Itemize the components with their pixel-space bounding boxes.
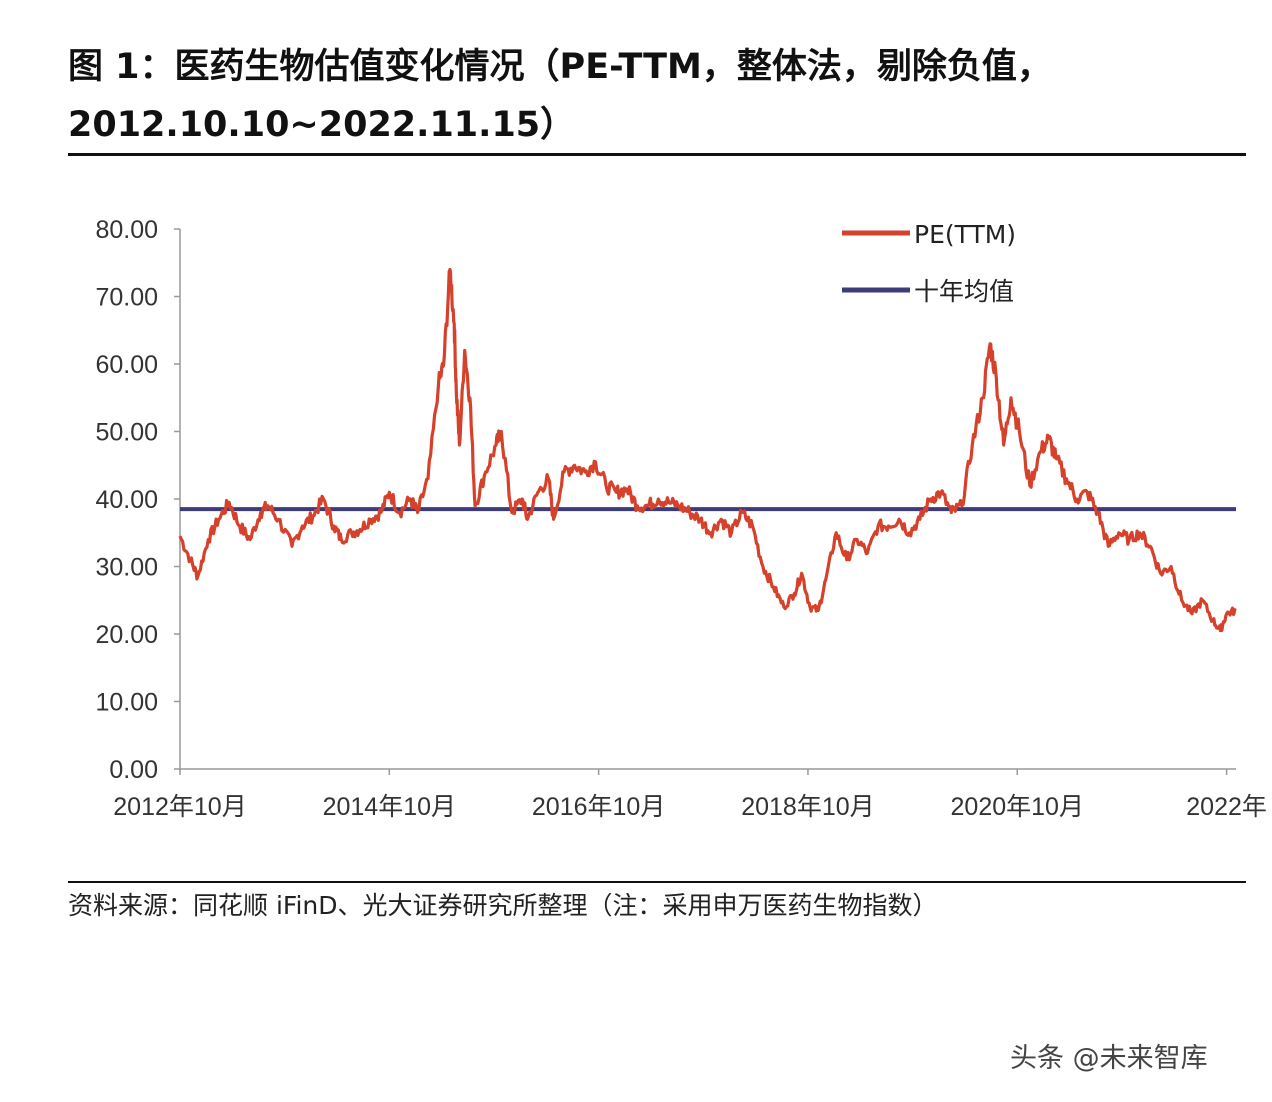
x-tick-label: 2014年10月 (323, 793, 456, 821)
axes: 0.00 10.00 20.00 30.00 40.00 50.00 60.00 70.00 8… (95, 216, 1266, 821)
legend-label-mean: 十年均值 (914, 277, 1014, 306)
y-tick-label: 0.00 (109, 756, 158, 784)
x-tick-label: 2022年 (1186, 793, 1267, 821)
top-rule (68, 153, 1246, 156)
x-tick-label: 2020年10月 (951, 793, 1084, 821)
legend: PE(TTM) 十年均值 (842, 220, 1016, 306)
y-tick-label: 70.00 (95, 284, 158, 312)
figure-title-line-2: 2012.10.10~2022.11.15） (68, 105, 576, 145)
y-tick-label: 60.00 (95, 351, 158, 379)
x-tick-label: 2012年10月 (113, 793, 246, 821)
y-tick-label: 30.00 (95, 554, 158, 582)
y-tick-label: 20.00 (95, 621, 158, 649)
watermark: 头条 @未来智库 (1010, 1043, 1208, 1074)
series-layer (178, 267, 1237, 633)
y-tick-label: 80.00 (95, 216, 158, 244)
source-note: 资料来源：同花顺 iFinD、光大证券研究所整理（注：采用申万医药生物指数） (68, 891, 938, 920)
legend-label-pe: PE(TTM) (914, 220, 1016, 249)
y-tick-label: 10.00 (95, 689, 158, 717)
x-tick-label: 2016年10月 (532, 793, 665, 821)
y-tick-label: 50.00 (95, 419, 158, 447)
pe-chart: 0.00 10.00 20.00 30.00 40.00 50.00 60.00 70.00 8… (95, 216, 1266, 821)
figure-title-line-1: 图 1：医药生物估值变化情况（PE-TTM，整体法，剔除负值， (68, 47, 1052, 87)
pe-ttm-line (178, 267, 1237, 633)
bottom-rule (68, 881, 1246, 883)
x-tick-label: 2018年10月 (741, 793, 874, 821)
y-tick-label: 40.00 (95, 486, 158, 514)
figure-title: 图 1：医药生物估值变化情况（PE-TTM，整体法，剔除负值， 2012.10.… (68, 38, 1248, 154)
